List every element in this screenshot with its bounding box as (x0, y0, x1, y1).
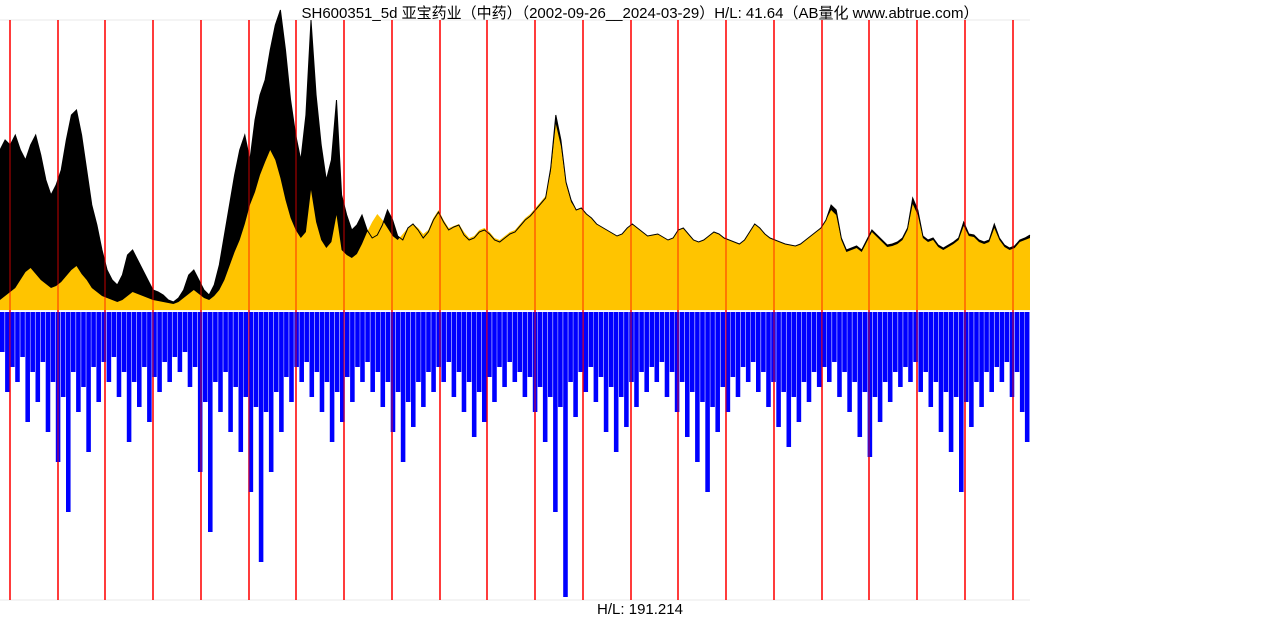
chart-title: SH600351_5d 亚宝药业（中药）（2002-09-26__2024-03… (0, 2, 1280, 23)
chart-bottom-label: H/L: 191.214 (0, 601, 1280, 618)
stock-chart: SH600351_5d 亚宝药业（中药）（2002-09-26__2024-03… (0, 0, 1280, 620)
chart-svg (0, 0, 1280, 620)
